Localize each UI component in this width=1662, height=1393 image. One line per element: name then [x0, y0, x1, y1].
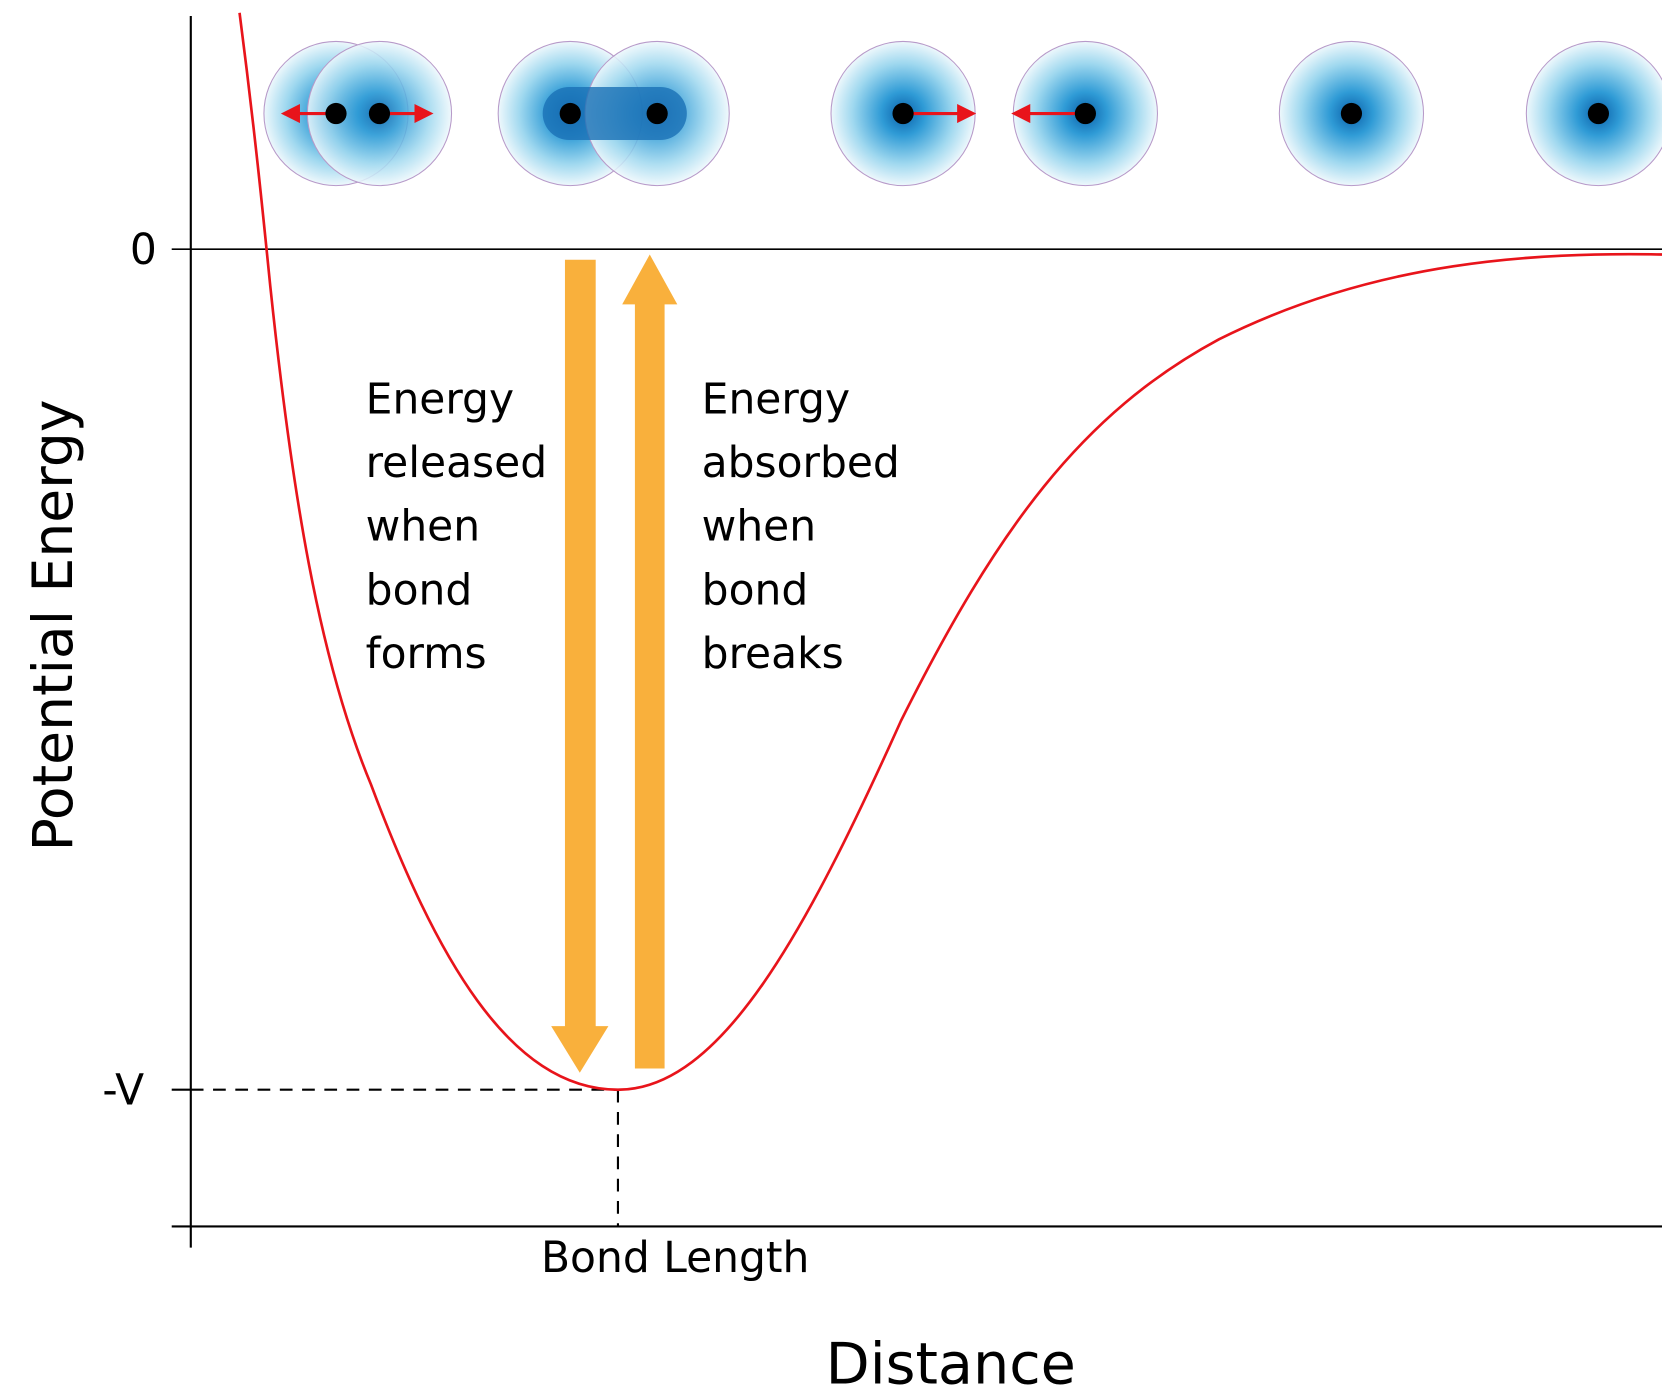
annotation: Energy released when bond forms — [366, 374, 547, 677]
axes — [171, 16, 1662, 1248]
x-axis-label: Distance — [826, 1331, 1076, 1393]
annotation-line: when — [702, 502, 816, 551]
annotation-line: Energy — [702, 374, 850, 423]
annotation-line: bond — [702, 565, 809, 614]
potential-curve — [238, 12, 1662, 1092]
annotation-line: bond — [366, 565, 473, 614]
energy-arrows — [551, 254, 678, 1073]
y-tick-label: 0 — [130, 225, 157, 274]
annotation-line: forms — [366, 629, 487, 678]
annotation-line: absorbed — [702, 438, 900, 487]
x-tick-label: Bond Length — [541, 1233, 809, 1282]
annotation-line: Energy — [366, 374, 514, 423]
nuclei — [325, 102, 1610, 125]
annotation-line: when — [366, 502, 480, 551]
annotation-line: released — [366, 438, 547, 487]
y-tick-label: -V — [102, 1066, 144, 1115]
annotation-line: breaks — [702, 629, 844, 678]
annotation: Energy absorbed when bond breaks — [702, 374, 900, 677]
y-axis-label: Potential Energy — [21, 400, 85, 852]
